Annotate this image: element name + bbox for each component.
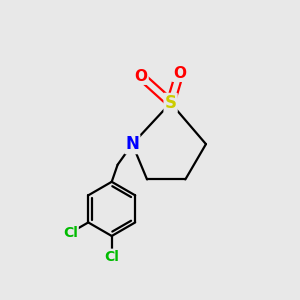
Text: O: O [173,66,186,81]
Text: Cl: Cl [104,250,119,264]
Text: Cl: Cl [63,226,78,240]
Text: N: N [125,135,139,153]
Text: S: S [165,94,177,112]
Text: O: O [135,69,148,84]
